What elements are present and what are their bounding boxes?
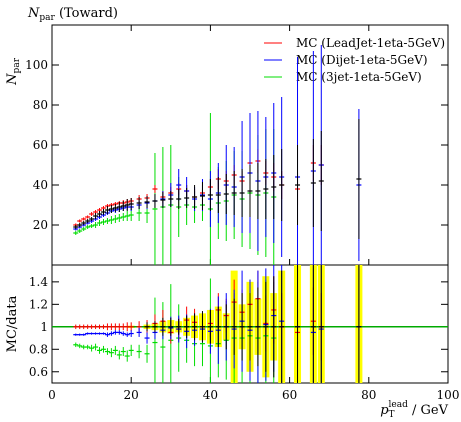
main-y-tick-label: 100 xyxy=(25,58,48,72)
x-tick-label: 100 xyxy=(437,388,460,402)
legend-label-leadjet: MC (LeadJet-1eta-5GeV) xyxy=(296,36,445,50)
main-plot-marks xyxy=(73,45,362,265)
legend-entry-leadjet: MC (LeadJet-1eta-5GeV) xyxy=(264,36,445,50)
ratio-plot-marks xyxy=(52,265,448,383)
xlabel: pTlead / GeV xyxy=(380,400,448,420)
x-tick-label: 0 xyxy=(48,388,56,402)
legend: MC (LeadJet-1eta-5GeV) MC (Dijet-1eta-5G… xyxy=(264,36,445,84)
legend-label-dijet: MC (Dijet-1eta-5GeV) xyxy=(296,53,428,67)
x-tick-label: 60 xyxy=(282,388,297,402)
plot-title: Npar (Toward) xyxy=(27,6,118,23)
main-y-tick-label: 60 xyxy=(33,138,48,152)
ratio-ylabel: MC/data xyxy=(5,295,20,352)
x-tick-label: 80 xyxy=(361,388,376,402)
x-tick-label: 40 xyxy=(203,388,218,402)
main-y-tick-label: 20 xyxy=(33,218,48,232)
axis-ticks: 0 20 40 60 80 100 20 40 60 80 100 0.6 0.8 1 1.2 1.4 xyxy=(25,25,459,402)
main-y-tick-label: 40 xyxy=(33,178,48,192)
legend-entry-dijet: MC (Dijet-1eta-5GeV) xyxy=(264,53,428,67)
ratio-y-tick-label: 1 xyxy=(40,320,48,334)
ratio-y-tick-label: 1.4 xyxy=(29,275,48,289)
main-y-tick-label: 80 xyxy=(33,98,48,112)
x-tick-label: 20 xyxy=(124,388,139,402)
ratio-y-tick-label: 1.2 xyxy=(29,297,48,311)
main-ylabel: Npar xyxy=(5,57,22,86)
legend-label-threejet: MC (3jet-1eta-5GeV) xyxy=(296,70,422,84)
ratio-y-tick-label: 0.8 xyxy=(29,342,48,356)
ratio-y-tick-label: 0.6 xyxy=(29,365,48,379)
legend-entry-threejet: MC (3jet-1eta-5GeV) xyxy=(264,70,422,84)
